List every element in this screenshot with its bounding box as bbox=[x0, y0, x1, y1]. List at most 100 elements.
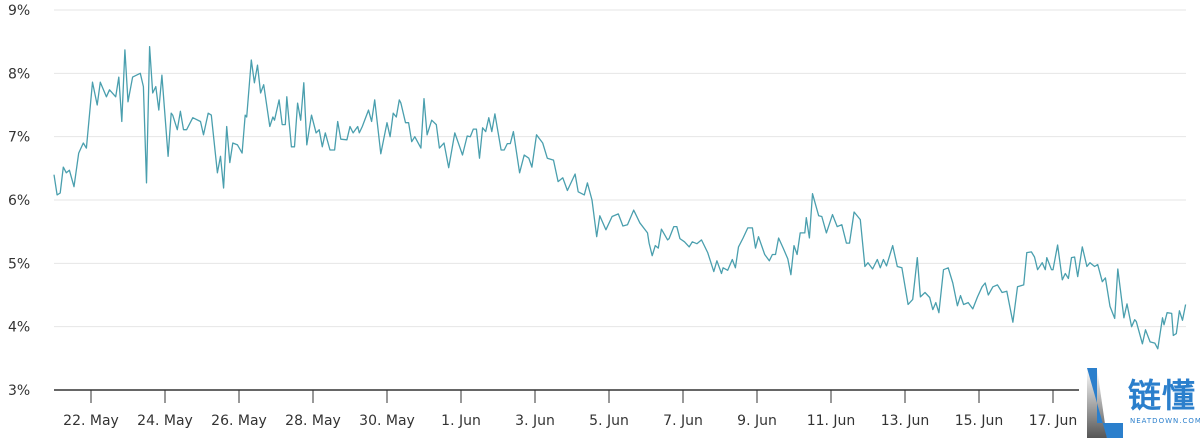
data-point bbox=[60, 193, 61, 194]
data-point bbox=[504, 150, 505, 151]
data-point bbox=[1131, 326, 1132, 327]
data-point bbox=[172, 115, 173, 116]
data-point bbox=[932, 309, 933, 310]
data-point bbox=[938, 312, 939, 313]
data-point bbox=[592, 200, 593, 201]
data-point bbox=[1185, 304, 1186, 305]
data-point bbox=[553, 160, 554, 161]
data-point bbox=[229, 162, 230, 163]
data-point bbox=[488, 117, 489, 118]
data-point bbox=[513, 131, 514, 132]
data-point bbox=[454, 132, 455, 133]
data-point bbox=[1097, 264, 1098, 265]
data-point bbox=[414, 136, 415, 137]
data-point bbox=[66, 172, 67, 173]
data-point bbox=[246, 117, 247, 118]
data-point bbox=[721, 273, 722, 274]
data-point bbox=[809, 238, 810, 239]
data-point bbox=[1105, 277, 1106, 278]
data-point bbox=[146, 182, 147, 183]
data-point bbox=[353, 132, 354, 133]
data-point bbox=[470, 136, 471, 137]
data-point bbox=[806, 217, 807, 218]
data-point bbox=[925, 292, 926, 293]
data-point bbox=[420, 148, 421, 149]
data-point bbox=[1136, 321, 1137, 322]
data-point bbox=[371, 121, 372, 122]
data-point bbox=[818, 215, 819, 216]
data-point bbox=[168, 156, 169, 157]
data-point bbox=[237, 144, 238, 145]
data-point bbox=[531, 167, 532, 168]
data-point bbox=[846, 243, 847, 244]
data-point bbox=[992, 286, 993, 287]
x-tick-label: 15. Jun bbox=[955, 413, 1004, 429]
data-point bbox=[149, 46, 150, 47]
x-tick-label: 3. Jun bbox=[515, 413, 555, 429]
data-point bbox=[519, 172, 520, 173]
data-point bbox=[408, 122, 409, 123]
data-point bbox=[232, 143, 233, 144]
data-point bbox=[649, 243, 650, 244]
data-point bbox=[171, 113, 172, 114]
data-point bbox=[1017, 286, 1018, 287]
data-point bbox=[661, 229, 662, 230]
data-point bbox=[612, 216, 613, 217]
data-point bbox=[872, 269, 873, 270]
data-point bbox=[319, 129, 320, 130]
data-point bbox=[208, 113, 209, 114]
data-point bbox=[1145, 329, 1146, 330]
data-point bbox=[917, 257, 918, 258]
data-point bbox=[1173, 335, 1174, 336]
data-point bbox=[368, 110, 369, 111]
data-point bbox=[920, 296, 921, 297]
data-point bbox=[960, 295, 961, 296]
x-tick-label: 28. May bbox=[285, 413, 341, 429]
data-point bbox=[735, 267, 736, 268]
x-tick-label: 5. Jun bbox=[589, 413, 629, 429]
data-point bbox=[963, 304, 964, 305]
data-point bbox=[684, 241, 685, 242]
data-point bbox=[542, 143, 543, 144]
data-point bbox=[794, 245, 795, 246]
data-point bbox=[743, 238, 744, 239]
data-point bbox=[217, 172, 218, 173]
data-point bbox=[528, 158, 529, 159]
data-point bbox=[334, 150, 335, 151]
data-point bbox=[1051, 269, 1052, 270]
data-point bbox=[439, 148, 440, 149]
data-point bbox=[263, 84, 264, 85]
data-point bbox=[491, 131, 492, 132]
x-tick-label: 1. Jun bbox=[441, 413, 481, 429]
data-point bbox=[584, 194, 585, 195]
data-point bbox=[977, 296, 978, 297]
data-point bbox=[444, 143, 445, 144]
data-point bbox=[479, 158, 480, 159]
data-point bbox=[462, 155, 463, 156]
data-point bbox=[727, 270, 728, 271]
data-point bbox=[431, 120, 432, 121]
data-point bbox=[223, 188, 224, 189]
data-point bbox=[567, 190, 568, 191]
data-point bbox=[1031, 251, 1032, 252]
data-point bbox=[783, 248, 784, 249]
data-point bbox=[226, 126, 227, 127]
data-point bbox=[764, 254, 765, 255]
data-point bbox=[692, 241, 693, 242]
data-point bbox=[399, 99, 400, 100]
data-point bbox=[128, 101, 129, 102]
data-point bbox=[63, 167, 64, 168]
data-point bbox=[311, 115, 312, 116]
data-point bbox=[251, 60, 252, 61]
data-point bbox=[457, 141, 458, 142]
data-point bbox=[849, 243, 850, 244]
data-point bbox=[1167, 312, 1168, 313]
data-point bbox=[1162, 317, 1163, 318]
data-point bbox=[1102, 281, 1103, 282]
data-point bbox=[747, 227, 748, 228]
data-point bbox=[69, 170, 70, 171]
data-point bbox=[908, 304, 909, 305]
data-point bbox=[912, 299, 913, 300]
data-point bbox=[618, 213, 619, 214]
data-point bbox=[257, 65, 258, 66]
